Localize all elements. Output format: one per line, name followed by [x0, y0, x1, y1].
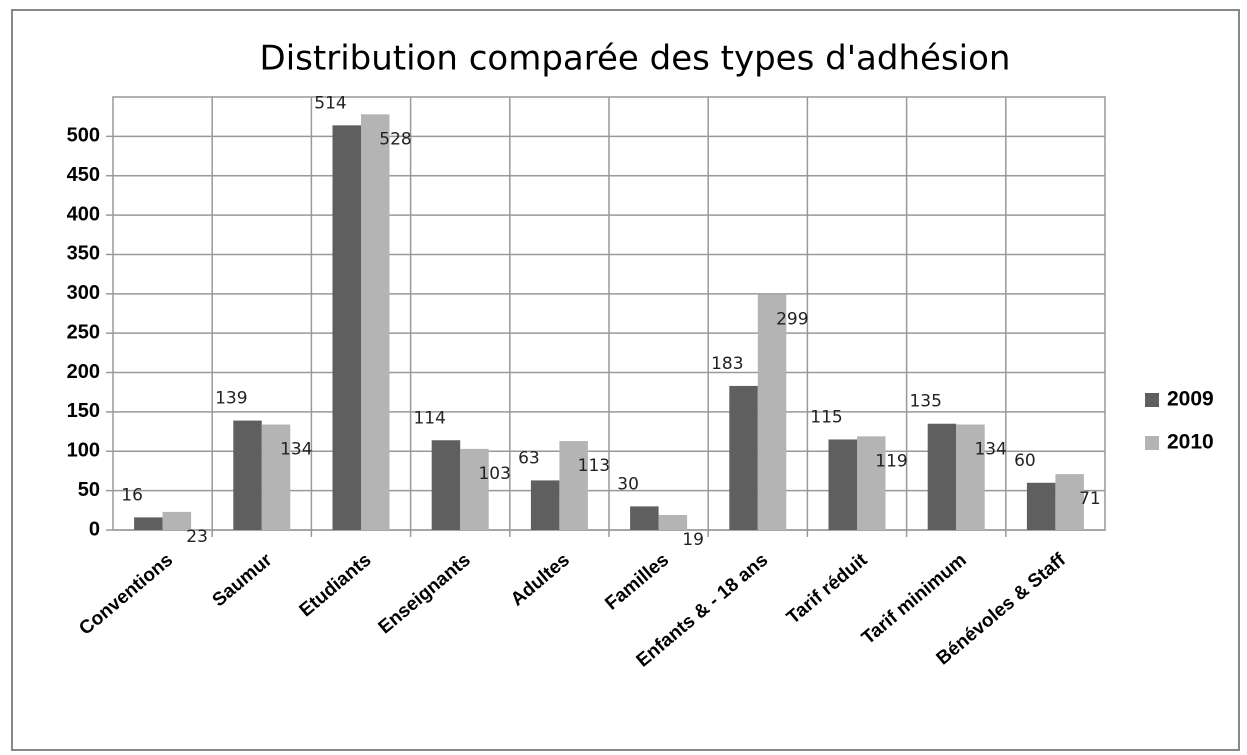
- value-label: 115: [810, 407, 842, 427]
- value-label: 139: [215, 389, 247, 409]
- bar: [658, 515, 688, 530]
- bar: [530, 480, 560, 530]
- bar: [1055, 474, 1084, 530]
- value-label: 103: [478, 464, 510, 484]
- value-label: 135: [909, 392, 941, 412]
- value-label: 71: [1079, 489, 1101, 509]
- bar: [233, 420, 262, 530]
- bar: [261, 424, 291, 530]
- bar: [332, 125, 361, 530]
- bar: [134, 517, 163, 530]
- value-label: 528: [379, 129, 411, 149]
- value-label: 114: [413, 408, 445, 428]
- legend-label: 2009: [1167, 388, 1214, 411]
- value-label: 19: [682, 530, 704, 550]
- y-tick-label: 500: [67, 125, 100, 147]
- value-label: 30: [617, 474, 639, 494]
- y-tick-label: 400: [67, 203, 100, 225]
- y-tick-label: 50: [78, 479, 100, 501]
- bar: [828, 439, 857, 530]
- bar: [162, 511, 192, 530]
- bar: [431, 440, 461, 530]
- bar: [460, 448, 489, 530]
- y-tick-label: 350: [67, 243, 100, 265]
- y-tick-label: 100: [67, 440, 100, 462]
- value-label: 113: [578, 456, 610, 476]
- bar: [559, 441, 588, 530]
- legend-swatch: [1145, 436, 1159, 450]
- bar: [729, 385, 758, 530]
- value-label: 63: [518, 448, 540, 468]
- y-tick-label: 200: [67, 361, 100, 383]
- value-label: 134: [280, 440, 312, 460]
- bar: [1026, 482, 1056, 530]
- bar: [927, 423, 957, 530]
- value-label: 134: [974, 440, 1006, 460]
- value-label: 60: [1014, 451, 1036, 471]
- bar: [630, 506, 659, 530]
- value-label: 299: [776, 310, 808, 330]
- value-label: 514: [314, 93, 346, 113]
- value-label: 23: [186, 527, 208, 547]
- value-label: 183: [711, 354, 743, 374]
- bar: [361, 114, 390, 530]
- bar: [956, 424, 985, 530]
- value-label: 16: [121, 485, 143, 505]
- legend-label: 2010: [1167, 431, 1214, 454]
- bar: [857, 436, 886, 530]
- y-tick-label: 450: [67, 164, 100, 186]
- bar: [757, 294, 787, 530]
- legend-swatch: [1145, 393, 1159, 407]
- chart-border: [11, 9, 1240, 751]
- y-tick-label: 300: [67, 282, 100, 304]
- y-tick-label: 0: [89, 518, 100, 540]
- y-tick-label: 150: [67, 400, 100, 422]
- y-tick-label: 250: [67, 321, 100, 343]
- chart-title: Distribution comparée des types d'adhési…: [260, 39, 1011, 79]
- value-label: 119: [875, 451, 907, 471]
